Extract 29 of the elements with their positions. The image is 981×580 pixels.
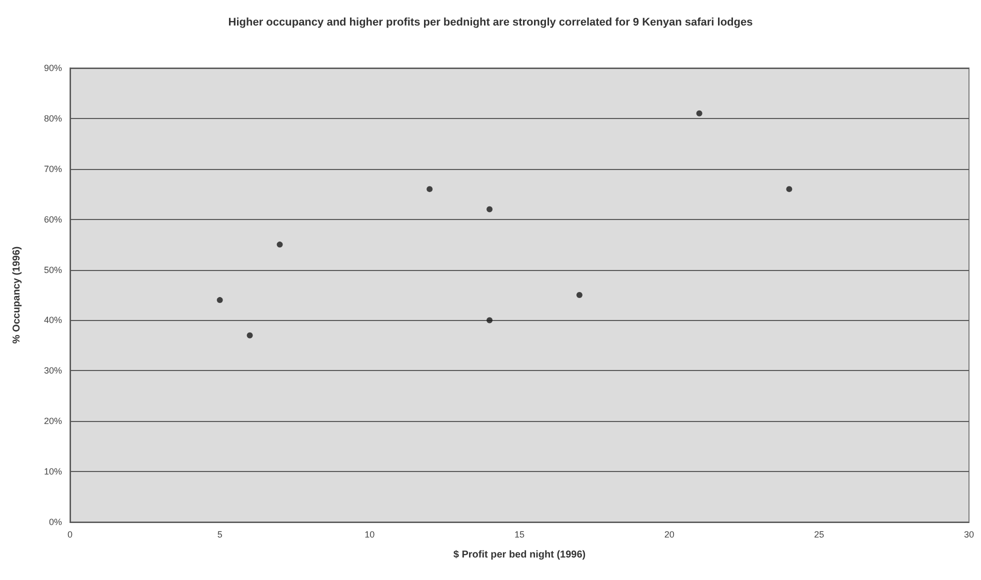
x-axis-title: $ Profit per bed night (1996)	[453, 550, 586, 560]
y-tick-label: 80%	[44, 113, 62, 124]
y-axis-title: % Occupancy (1996)	[12, 246, 22, 344]
y-tick-label: 50%	[44, 264, 62, 275]
y-tick-label: 90%	[44, 63, 62, 73]
x-tick-label: 25	[814, 530, 824, 540]
x-tick-label: 30	[964, 530, 974, 540]
x-tick-label: 0	[67, 530, 73, 540]
point	[696, 110, 702, 116]
y-tick-label: 60%	[44, 214, 62, 224]
point	[276, 242, 283, 248]
point	[486, 317, 493, 324]
y-tick-label: 30%	[44, 366, 62, 376]
point	[486, 206, 493, 212]
x-tick-label: 15	[514, 530, 525, 540]
x-tick-label: 10	[364, 530, 375, 540]
point	[216, 297, 223, 304]
y-tick-label: 20%	[44, 416, 62, 426]
point	[426, 186, 433, 192]
point	[576, 292, 582, 298]
y-tick-label: 10%	[44, 466, 62, 477]
y-tick-label: 0%	[48, 517, 62, 527]
x-tick-label: 5	[217, 530, 222, 540]
chart-title: Higher occupancy and higher profits per bednight are strongly correlated for 9 Kenyan safari lodges	[228, 16, 753, 28]
y-tick-label: 40%	[44, 315, 62, 326]
point	[786, 186, 792, 192]
x-tick-label: 20	[664, 530, 674, 540]
y-tick-label: 70%	[44, 164, 62, 174]
point	[246, 332, 253, 338]
